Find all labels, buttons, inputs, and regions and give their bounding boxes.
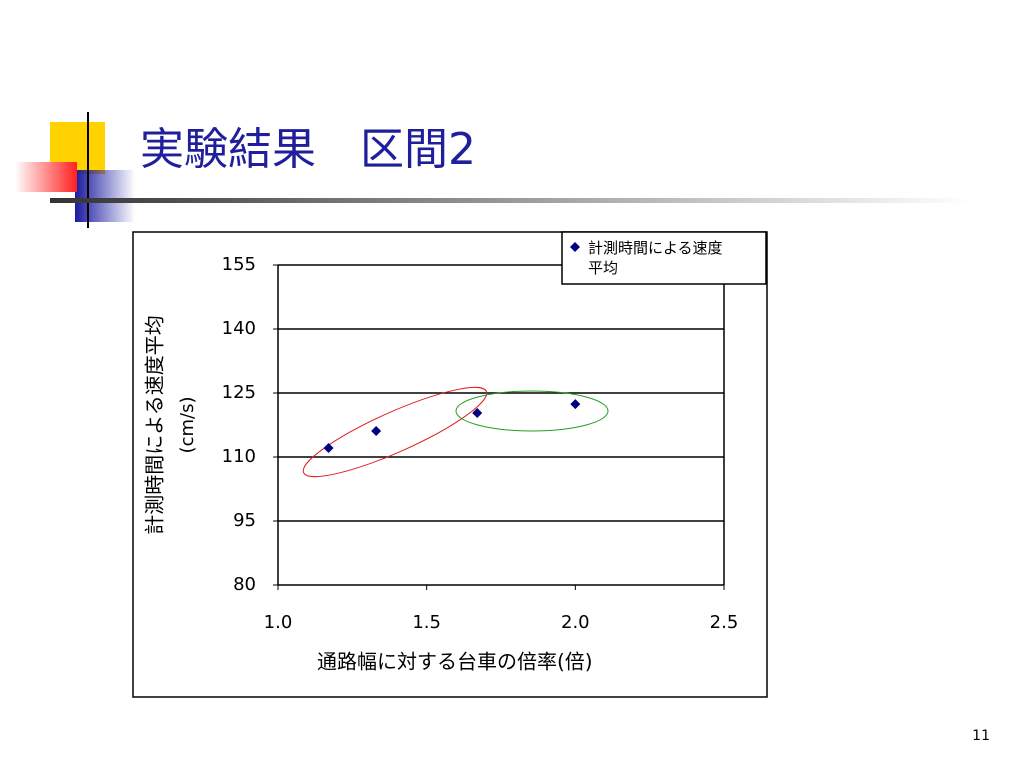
plot: 80 95 110 125 140 155 1.0 1.5 2.0 2.5 xyxy=(222,254,739,633)
deco-red xyxy=(15,162,77,192)
annotation-ellipse xyxy=(455,390,609,432)
point xyxy=(371,425,382,436)
y-tick-label: 95 xyxy=(233,510,256,531)
x-tick-label: 1.0 xyxy=(264,612,293,633)
chart-frame xyxy=(132,231,768,698)
x-tick-label: 1.5 xyxy=(412,612,441,633)
deco-rule xyxy=(50,198,970,203)
x-tick-label: 2.0 xyxy=(561,612,590,633)
y-tick-label: 110 xyxy=(222,446,256,467)
y-tick-label: 140 xyxy=(222,318,256,339)
deco-blue xyxy=(75,170,135,222)
y-tick-label: 80 xyxy=(233,574,256,595)
point xyxy=(323,443,334,454)
legend-marker xyxy=(570,242,580,252)
slide-title: 実験結果 区間2 xyxy=(140,124,476,175)
legend xyxy=(561,231,767,285)
y-tick-label: 155 xyxy=(222,254,256,275)
y-tick-label: 125 xyxy=(222,382,256,403)
point xyxy=(570,399,581,410)
annotation-ellipse xyxy=(302,386,488,478)
y-axis-unit: (cm/s) xyxy=(177,397,198,454)
point xyxy=(472,408,483,419)
legend-label: 計測時間による速度平均 xyxy=(588,239,723,277)
x-tick-label: 2.5 xyxy=(710,612,739,633)
page-number: 11 xyxy=(972,728,990,744)
x-axis-title: 通路幅に対する台車の倍率(倍) xyxy=(317,650,593,674)
y-axis-title: 計測時間による速度平均 xyxy=(143,315,167,534)
